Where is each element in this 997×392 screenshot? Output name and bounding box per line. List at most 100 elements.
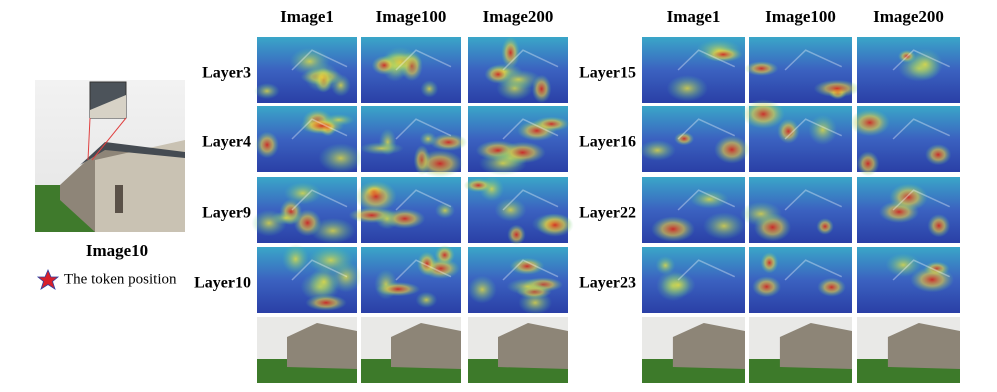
heat-blob bbox=[416, 149, 464, 178]
heat-blob bbox=[639, 140, 676, 161]
heat-blob bbox=[435, 202, 455, 219]
house-outline bbox=[677, 118, 736, 140]
attention-map bbox=[849, 106, 960, 177]
house-outline bbox=[395, 49, 452, 71]
house-outline bbox=[502, 189, 559, 211]
source-photo bbox=[857, 317, 960, 383]
heat-blob bbox=[376, 281, 421, 297]
heat-blob bbox=[661, 272, 696, 298]
heat-blob bbox=[429, 133, 468, 151]
attention-map bbox=[361, 245, 461, 313]
attention-map bbox=[749, 247, 852, 313]
legend-text: The token position bbox=[64, 271, 177, 287]
house-outline bbox=[502, 49, 559, 71]
heat-blob bbox=[304, 62, 340, 93]
heat-blob bbox=[655, 256, 676, 275]
heat-blob bbox=[254, 82, 280, 100]
house-outline bbox=[291, 259, 348, 281]
source-photo bbox=[361, 317, 461, 383]
attention-map bbox=[642, 247, 745, 313]
heat-blob bbox=[371, 55, 397, 75]
heat-blob bbox=[484, 65, 512, 84]
heat-blob bbox=[305, 294, 347, 311]
photo-house bbox=[287, 323, 357, 369]
heat-blob bbox=[910, 266, 955, 293]
photo-house bbox=[498, 323, 568, 369]
heat-blob bbox=[927, 214, 951, 238]
attention-map bbox=[467, 247, 568, 315]
heat-blob bbox=[536, 213, 574, 237]
heat-blob bbox=[434, 245, 455, 266]
heat-blob bbox=[741, 99, 785, 129]
row-label: Layer9 bbox=[202, 205, 251, 222]
heat-blob bbox=[255, 131, 279, 159]
attention-map bbox=[857, 177, 960, 243]
house-outline bbox=[784, 189, 843, 211]
heat-blob bbox=[760, 251, 779, 274]
house-outline bbox=[502, 259, 559, 281]
attention-map bbox=[639, 106, 750, 172]
heat-blob bbox=[467, 275, 497, 304]
house-outline bbox=[892, 118, 951, 140]
column-header: Image100 bbox=[765, 7, 836, 26]
heat-blob bbox=[251, 209, 287, 237]
attention-map bbox=[255, 106, 363, 174]
attention-map bbox=[468, 36, 568, 104]
heat-blob bbox=[308, 246, 354, 275]
attention-map bbox=[254, 37, 357, 103]
heat-blob bbox=[318, 143, 363, 174]
heat-blob bbox=[925, 144, 952, 166]
photo-house bbox=[779, 323, 852, 369]
heat-blob bbox=[463, 178, 493, 193]
house-outline bbox=[395, 118, 452, 140]
heat-blob bbox=[509, 257, 545, 275]
heat-blob bbox=[752, 276, 782, 298]
heat-blob bbox=[714, 135, 750, 164]
heat-blob bbox=[816, 218, 834, 235]
heat-blob bbox=[533, 116, 570, 132]
house-outline bbox=[677, 49, 736, 71]
heat-blob bbox=[856, 151, 880, 177]
heat-blob bbox=[703, 46, 743, 63]
column-header: Image200 bbox=[873, 7, 944, 26]
heat-blob bbox=[651, 216, 695, 242]
heat-blob bbox=[885, 253, 922, 277]
heat-blob bbox=[419, 131, 437, 147]
heat-blob bbox=[420, 80, 439, 98]
heat-blob bbox=[308, 267, 340, 297]
house-outline bbox=[395, 259, 452, 281]
heat-blob bbox=[354, 180, 397, 213]
house-outline bbox=[677, 189, 736, 211]
house-outline bbox=[291, 189, 348, 211]
house-outline bbox=[291, 49, 348, 71]
column-header: Image1 bbox=[280, 7, 334, 26]
heat-blob bbox=[744, 61, 779, 76]
house-outline bbox=[677, 259, 736, 281]
star-icon bbox=[36, 268, 60, 290]
heat-blob bbox=[907, 48, 943, 81]
source-photo bbox=[642, 317, 745, 383]
photo-house bbox=[887, 323, 960, 369]
column-header: Image1 bbox=[667, 7, 721, 26]
heat-blob bbox=[501, 36, 520, 69]
row-label: Layer22 bbox=[579, 205, 636, 222]
house-outline bbox=[502, 118, 559, 140]
attention-map bbox=[642, 37, 745, 103]
attention-map bbox=[468, 106, 570, 176]
heat-blob bbox=[674, 132, 695, 146]
attention-map bbox=[463, 176, 574, 245]
house-outline bbox=[892, 49, 951, 71]
row-label: Layer16 bbox=[579, 134, 636, 151]
attention-map bbox=[257, 244, 362, 313]
heat-blob bbox=[531, 74, 552, 104]
attention-map bbox=[251, 177, 357, 244]
heat-blob bbox=[359, 142, 404, 155]
row-label: Layer15 bbox=[579, 65, 636, 82]
house-outline bbox=[291, 118, 348, 140]
heat-blob bbox=[384, 208, 426, 229]
house-outline bbox=[784, 118, 843, 140]
source-photo bbox=[257, 317, 357, 383]
heat-blob bbox=[739, 201, 782, 227]
heat-blob bbox=[666, 75, 708, 102]
